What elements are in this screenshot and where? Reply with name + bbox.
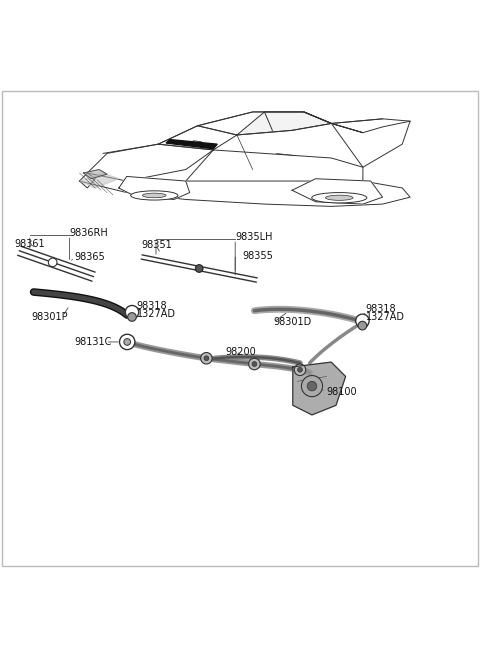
Polygon shape [166,139,217,148]
Ellipse shape [143,193,166,198]
Circle shape [307,381,317,391]
Text: 9835LH: 9835LH [235,233,273,242]
Text: 98355: 98355 [242,251,273,261]
Circle shape [301,376,323,397]
Text: 1327AD: 1327AD [137,309,176,319]
Text: 98200: 98200 [226,346,256,357]
Circle shape [125,306,139,319]
Text: 98100: 98100 [326,387,357,397]
Circle shape [48,258,57,267]
Text: 98301D: 98301D [274,317,312,327]
Text: 98318: 98318 [366,304,396,314]
Circle shape [124,338,131,346]
Circle shape [201,353,212,364]
Circle shape [204,356,209,361]
Ellipse shape [312,193,367,203]
Ellipse shape [131,191,178,200]
Circle shape [298,367,302,372]
Circle shape [249,358,260,370]
Polygon shape [186,150,363,181]
Text: 98365: 98365 [74,252,105,262]
Polygon shape [304,112,363,133]
Circle shape [358,321,367,330]
Polygon shape [198,112,331,135]
Text: 98361: 98361 [14,239,45,249]
Polygon shape [237,112,331,135]
Polygon shape [119,177,190,200]
Circle shape [128,313,136,321]
Circle shape [357,317,368,328]
Polygon shape [80,173,119,188]
Circle shape [294,364,306,376]
Text: 98318: 98318 [137,302,168,311]
Polygon shape [293,362,346,415]
Text: 98301P: 98301P [31,311,68,321]
Text: 98351: 98351 [142,240,172,250]
Circle shape [195,265,203,273]
Polygon shape [87,144,213,181]
Text: 98131C: 98131C [74,337,112,347]
Text: 9836RH: 9836RH [70,229,108,238]
Polygon shape [84,170,107,179]
Circle shape [356,314,369,328]
Text: 1327AD: 1327AD [366,311,405,321]
Circle shape [252,361,257,367]
Circle shape [120,334,135,350]
Ellipse shape [325,195,353,200]
Polygon shape [292,179,383,204]
